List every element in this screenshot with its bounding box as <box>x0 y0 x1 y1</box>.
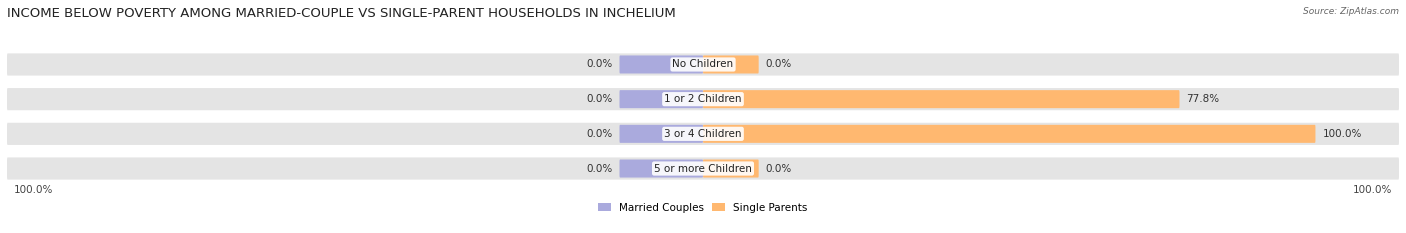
Text: 0.0%: 0.0% <box>766 164 792 174</box>
Text: 100.0%: 100.0% <box>14 185 53 195</box>
Text: 0.0%: 0.0% <box>586 164 613 174</box>
FancyBboxPatch shape <box>620 125 703 143</box>
FancyBboxPatch shape <box>7 158 1399 180</box>
FancyBboxPatch shape <box>703 125 1316 143</box>
Text: 5 or more Children: 5 or more Children <box>654 164 752 174</box>
Text: 0.0%: 0.0% <box>586 129 613 139</box>
FancyBboxPatch shape <box>7 88 1399 110</box>
Text: 100.0%: 100.0% <box>1353 185 1392 195</box>
Text: INCOME BELOW POVERTY AMONG MARRIED-COUPLE VS SINGLE-PARENT HOUSEHOLDS IN INCHELI: INCOME BELOW POVERTY AMONG MARRIED-COUPL… <box>7 7 676 20</box>
Text: 77.8%: 77.8% <box>1187 94 1219 104</box>
Text: No Children: No Children <box>672 59 734 69</box>
FancyBboxPatch shape <box>7 123 1399 145</box>
FancyBboxPatch shape <box>703 90 1180 108</box>
Text: 1 or 2 Children: 1 or 2 Children <box>664 94 742 104</box>
Text: 3 or 4 Children: 3 or 4 Children <box>664 129 742 139</box>
FancyBboxPatch shape <box>620 55 703 73</box>
FancyBboxPatch shape <box>620 160 703 178</box>
Text: Source: ZipAtlas.com: Source: ZipAtlas.com <box>1303 7 1399 16</box>
Legend: Married Couples, Single Parents: Married Couples, Single Parents <box>599 203 807 213</box>
Text: 0.0%: 0.0% <box>586 59 613 69</box>
FancyBboxPatch shape <box>620 90 703 108</box>
FancyBboxPatch shape <box>703 55 759 73</box>
Text: 100.0%: 100.0% <box>1323 129 1362 139</box>
Text: 0.0%: 0.0% <box>586 94 613 104</box>
FancyBboxPatch shape <box>7 53 1399 75</box>
FancyBboxPatch shape <box>703 160 759 178</box>
Text: 0.0%: 0.0% <box>766 59 792 69</box>
